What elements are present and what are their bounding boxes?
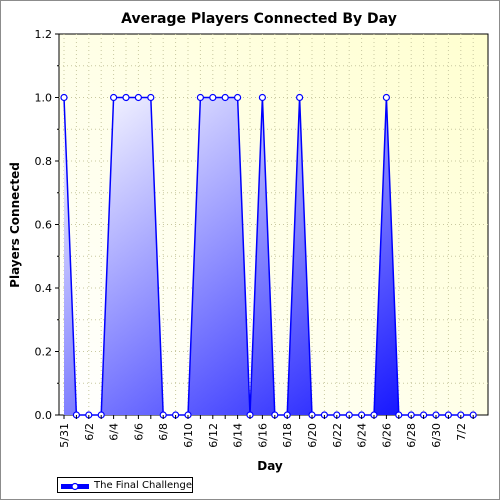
x-tick-label: 6/26 [380, 423, 393, 448]
y-tick-label: 0.6 [35, 219, 53, 232]
data-point [382, 93, 390, 102]
x-tick-label: 6/22 [331, 423, 344, 448]
x-tick-label: 7/2 [455, 423, 468, 441]
data-point [258, 93, 266, 102]
x-tick-label: 6/28 [405, 423, 418, 448]
x-tick-label: 6/10 [182, 423, 195, 448]
x-tick-label: 6/18 [281, 423, 294, 448]
data-point [221, 93, 229, 102]
x-tick-label: 6/8 [157, 423, 170, 441]
data-point [234, 93, 242, 102]
data-point [109, 93, 118, 102]
x-axis: 5/31 6/2 6/4 6/6 6/8 6/10 6/12 6/14 6/16 6/18 6/20… [58, 415, 474, 448]
x-tick-label: 6/16 [256, 423, 269, 448]
data-point [134, 93, 142, 102]
y-axis-title: Players Connected [8, 162, 22, 288]
y-tick-label: 0.0 [35, 409, 53, 422]
data-point [122, 93, 130, 102]
x-tick-label: 6/12 [207, 423, 220, 448]
y-tick-label: 1.0 [35, 92, 53, 105]
x-tick-label: 6/6 [132, 423, 145, 441]
data-point [209, 93, 217, 102]
x-tick-label: 6/20 [306, 423, 319, 448]
y-axis: 0.0 0.2 0.4 0.6 0.8 1.0 1.2 [35, 28, 59, 422]
x-axis-title: Day [257, 459, 283, 473]
x-tick-label: 6/14 [232, 423, 245, 448]
legend-swatch-icon [60, 478, 90, 492]
y-tick-label: 0.4 [35, 282, 53, 295]
area-fill [64, 97, 474, 415]
series-line [63, 96, 474, 416]
data-point [296, 93, 304, 102]
x-tick-label: 6/24 [356, 423, 369, 448]
legend: The Final Challenge [57, 477, 193, 493]
y-tick-label: 0.8 [35, 155, 53, 168]
data-point [196, 93, 204, 102]
x-tick-label: 6/30 [430, 423, 443, 448]
chart-title: Average Players Connected By Day [121, 11, 397, 27]
data-point [147, 93, 155, 102]
x-tick-label: 6/4 [108, 423, 121, 441]
x-tick-label: 5/31 [58, 423, 71, 448]
y-tick-label: 0.2 [35, 346, 53, 359]
data-point [60, 93, 68, 102]
y-tick-label: 1.2 [35, 28, 53, 41]
legend-label: The Final Challenge [94, 479, 192, 491]
x-tick-label: 6/2 [83, 423, 96, 441]
